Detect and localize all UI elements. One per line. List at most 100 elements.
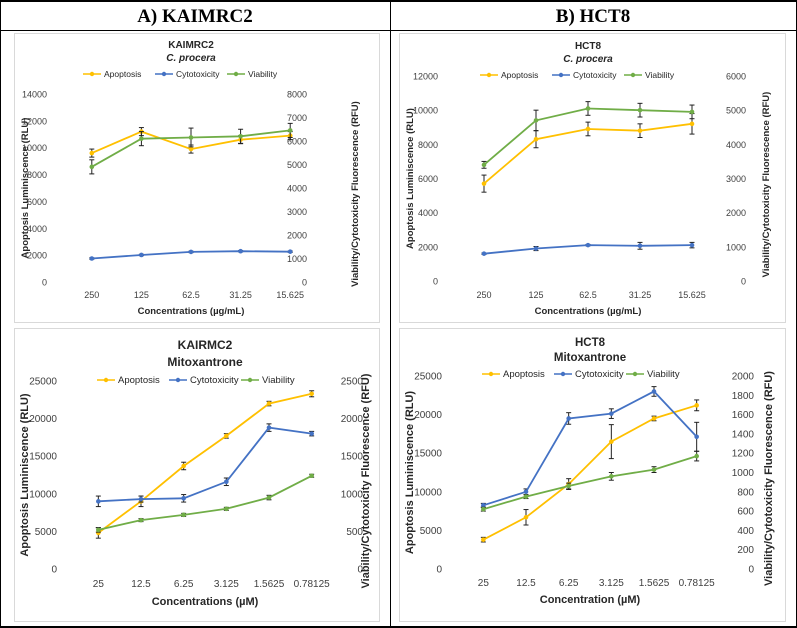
y-tick-label: 20000	[414, 410, 442, 421]
y2-tick-label: 3000	[726, 174, 746, 184]
y-tick-label: 20000	[29, 414, 57, 425]
legend-marker-viability	[630, 72, 636, 78]
y-tick-label: 15000	[414, 449, 442, 460]
y-tick-label: 8000	[418, 140, 438, 150]
y2-tick-label: 2000	[732, 372, 755, 383]
data-point-viability	[224, 506, 229, 512]
data-point-apoptosis	[224, 433, 229, 439]
data-point-cytotoxicity	[238, 248, 243, 254]
legend-label-apoptosis: Apoptosis	[503, 369, 545, 380]
y2-tick-label: 0	[741, 277, 746, 287]
data-point-viability	[266, 495, 272, 500]
y2-tick-label: 8000	[287, 90, 307, 100]
y2-tick-label: 2000	[287, 231, 307, 241]
y-tick-label: 0	[51, 565, 57, 576]
x-tick-label: 125	[528, 290, 543, 300]
series-line-cytotoxicity	[483, 390, 698, 507]
data-point-apoptosis	[585, 126, 591, 132]
y2-tick-label: 200	[737, 545, 754, 556]
chart-subtitle: Mitoxantrone	[167, 355, 243, 369]
y-tick-label: 12000	[413, 72, 438, 82]
x-tick-label: 12.5	[516, 578, 536, 589]
data-point-viability	[138, 517, 144, 523]
data-point-apoptosis	[481, 181, 487, 186]
data-point-cytotoxicity	[266, 425, 272, 430]
y-tick-label: 25000	[29, 377, 57, 388]
y-tick-label: 8000	[27, 170, 47, 180]
legend-marker-apoptosis	[103, 377, 109, 383]
y2-tick-label: 1000	[287, 254, 307, 264]
column-divider	[390, 0, 391, 628]
x-tick-label: 3.125	[599, 578, 624, 589]
y-tick-label: 12000	[22, 116, 47, 126]
series-line-apoptosis	[482, 404, 697, 541]
data-point-cytotoxicity	[181, 496, 186, 501]
data-point-apoptosis	[694, 403, 699, 408]
legend-marker-cytotoxicity	[175, 377, 181, 383]
chart-title: KAIRMC2	[178, 338, 233, 352]
y2-tick-label: 1600	[732, 410, 755, 421]
y2-tick-label: 7000	[287, 113, 307, 123]
legend-label-apoptosis: Apoptosis	[104, 69, 141, 79]
data-point-viability	[287, 128, 293, 133]
data-point-cytotoxicity	[694, 434, 699, 440]
y2-tick-label: 6000	[726, 72, 746, 82]
legend-marker-apoptosis	[488, 371, 494, 377]
legend-marker-cytotoxicity	[560, 371, 566, 377]
y-tick-label: 2000	[27, 251, 47, 261]
y-tick-label: 10000	[414, 487, 442, 498]
legend-label-apoptosis: Apoptosis	[501, 70, 538, 80]
y-tick-label: 5000	[420, 526, 443, 537]
y-tick-label: 6000	[418, 174, 438, 184]
y2-tick-label: 1200	[732, 449, 755, 460]
data-point-apoptosis	[637, 128, 643, 133]
chart-subtitle: Mitoxantrone	[554, 352, 626, 364]
legend-label-viability: Viability	[647, 369, 680, 380]
y2-tick-label: 800	[737, 487, 754, 498]
y-axis-label: Apoptosis Luminiscence (RLU)	[404, 391, 416, 555]
y-tick-label: 5000	[35, 527, 58, 538]
chart-title: KAIMRC2	[168, 40, 214, 51]
series-line-apoptosis	[97, 392, 312, 534]
data-point-cytotoxicity	[139, 252, 144, 258]
y2-tick-label: 2500	[341, 377, 364, 388]
y-tick-label: 10000	[413, 106, 438, 116]
legend-label-cytotoxicity: Cytotoxicity	[573, 70, 617, 80]
legend-label-cytotoxicity: Cytotoxicity	[176, 69, 220, 79]
legend-label-cytotoxicity: Cytotoxicity	[575, 369, 624, 380]
y-tick-label: 25000	[414, 372, 442, 383]
data-point-viability	[481, 506, 486, 512]
data-point-viability	[188, 135, 194, 140]
table-border-left	[0, 0, 1, 628]
y-tick-label: 6000	[27, 197, 47, 207]
legend-marker-viability	[247, 377, 253, 383]
data-point-cytotoxicity	[188, 249, 194, 255]
y2-tick-label: 1000	[732, 468, 755, 479]
legend-marker-cytotoxicity	[161, 71, 167, 77]
data-point-apoptosis	[533, 136, 539, 142]
series-line-cytotoxicity	[98, 426, 312, 503]
data-point-viability	[309, 473, 314, 479]
panel-b1: HCT8 C. procera Apoptosis Cytotoxicity Viabi…	[399, 33, 786, 323]
panel-b2: HCT8 Mitoxantrone Apoptosis Cytotoxicity Via…	[399, 328, 786, 622]
data-point-viability	[481, 162, 487, 168]
data-point-cytotoxicity	[585, 242, 591, 248]
chart-kairmc2-mitoxantrone: KAIRMC2 Mitoxantrone Apoptosis Cytotoxicity…	[19, 338, 372, 608]
data-point-apoptosis	[651, 416, 657, 421]
x-tick-label: 25	[478, 578, 490, 589]
x-axis-label: Concentrations (µg/mL)	[535, 306, 642, 317]
y-tick-label: 0	[433, 277, 438, 287]
header-divider	[0, 30, 797, 31]
data-point-viability	[637, 107, 643, 113]
data-point-viability	[689, 109, 695, 115]
legend-marker-cytotoxicity	[558, 72, 564, 78]
y-tick-label: 10000	[29, 489, 57, 500]
y2-tick-label: 0	[748, 565, 754, 576]
y-axis-label: Apoptosis Luminiscence (RLU)	[405, 108, 416, 249]
panel-a1: KAIMRC2 C. procera Apoptosis Cytotoxicity Vi…	[14, 33, 380, 323]
data-point-viability	[651, 467, 657, 472]
chart-title: HCT8	[575, 41, 602, 52]
y-tick-label: 4000	[27, 224, 47, 234]
y2-tick-label: 2000	[726, 208, 746, 218]
data-point-viability	[609, 474, 614, 479]
